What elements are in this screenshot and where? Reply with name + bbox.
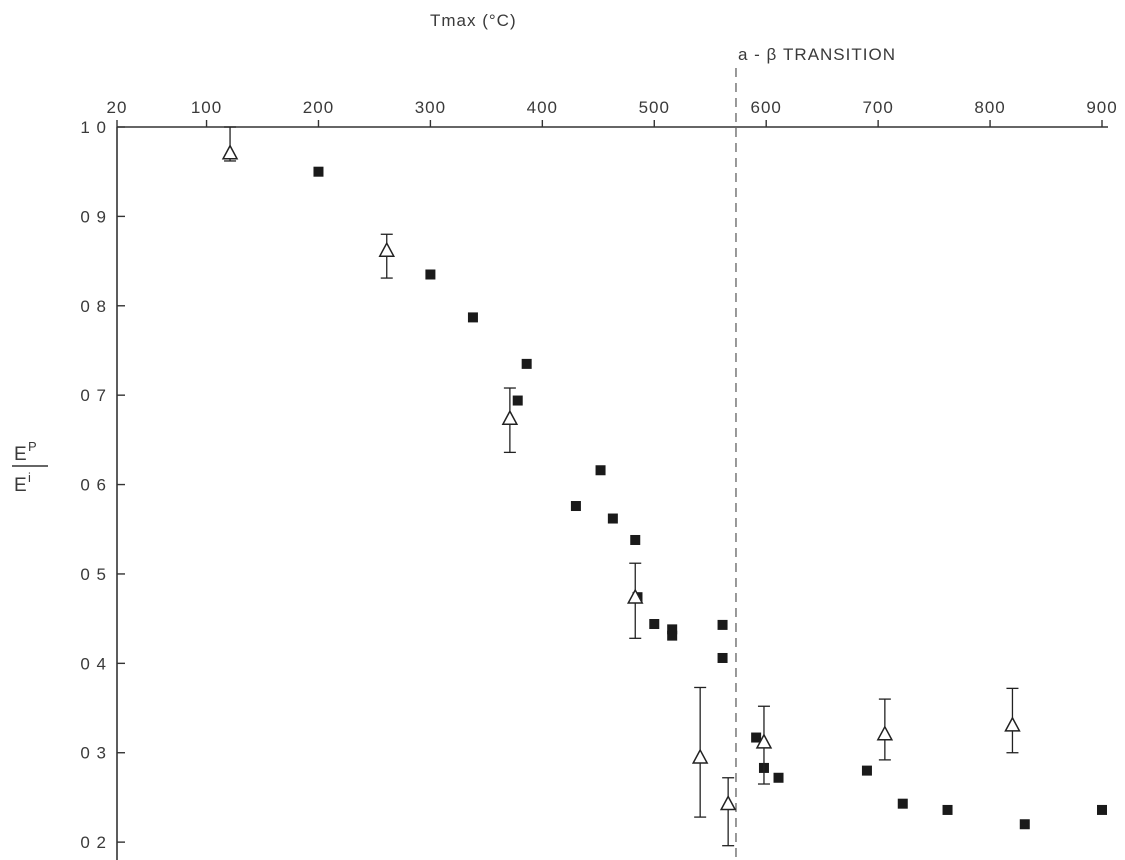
y-tick-label: 0 7 [80,386,107,405]
square-point [667,630,678,641]
x-tick-label: 700 [862,98,893,117]
y-label-denominator: E [14,475,27,496]
square-point [607,513,618,524]
square-point [1097,804,1107,815]
y-tick-label: 0 9 [80,207,107,226]
square-point [897,798,908,809]
annotations: a - β TRANSITION [735,45,896,860]
square-point [751,732,762,743]
square-point [630,534,641,545]
square-point [521,358,532,369]
square-point [773,772,784,783]
y-tick-label: 0 4 [80,654,107,673]
axes [116,126,1108,860]
square-series [313,166,1107,830]
x-tick-label: 900 [1086,98,1117,117]
x-tick-label: 100 [191,98,222,117]
y-label-numerator-sup: P [28,439,37,454]
triangle-point [719,794,737,811]
x-axis-label: Tmax (°C) [430,11,517,30]
square-point [717,652,728,663]
data-series [221,126,1107,847]
y-tick-label: 1 0 [80,118,107,137]
y-ticks: 1 0 0 9 0 8 0 7 0 6 0 5 0 4 0 3 0 2 [80,118,125,852]
square-point [425,269,436,280]
x-tick-label: 300 [415,98,446,117]
square-point [467,312,478,323]
square-point [595,465,606,476]
x-tick-label: 800 [974,98,1005,117]
triangle-point [501,409,519,425]
y-tick-label: 0 2 [80,833,107,852]
triangle-point [691,748,709,764]
y-tick-label: 0 5 [80,565,107,584]
square-point [667,624,678,635]
x-tick-label: 600 [751,98,782,117]
y-tick-label: 0 8 [80,297,107,316]
square-point [313,166,324,177]
square-point [512,395,523,406]
square-point [717,619,728,630]
triangle-point [626,588,644,604]
square-point [861,765,872,776]
x-tick-label: 200 [303,98,334,117]
y-axis-label: E P E i [12,439,48,496]
triangle-series [221,126,1021,847]
square-point [942,804,953,815]
triangle-point [221,144,239,160]
y-tick-label: 0 3 [80,744,107,763]
triangle-point [1004,716,1021,732]
triangle-point [755,733,773,749]
x-tick-label: 500 [639,98,670,117]
triangle-point [876,725,894,741]
x-tick-label: 400 [527,98,558,117]
y-label-denominator-sup: i [28,470,31,485]
y-label-numerator: E [14,444,27,465]
y-tick-label: 0 6 [80,476,107,495]
square-point [649,619,660,630]
transition-annotation: a - β TRANSITION [738,45,896,64]
square-point [570,501,581,512]
square-point [1019,819,1030,830]
x-ticks: 20 100 200 300 400 500 600 700 800 900 [107,98,1117,127]
triangle-point [378,241,396,257]
x-tick-label: 20 [107,98,128,117]
